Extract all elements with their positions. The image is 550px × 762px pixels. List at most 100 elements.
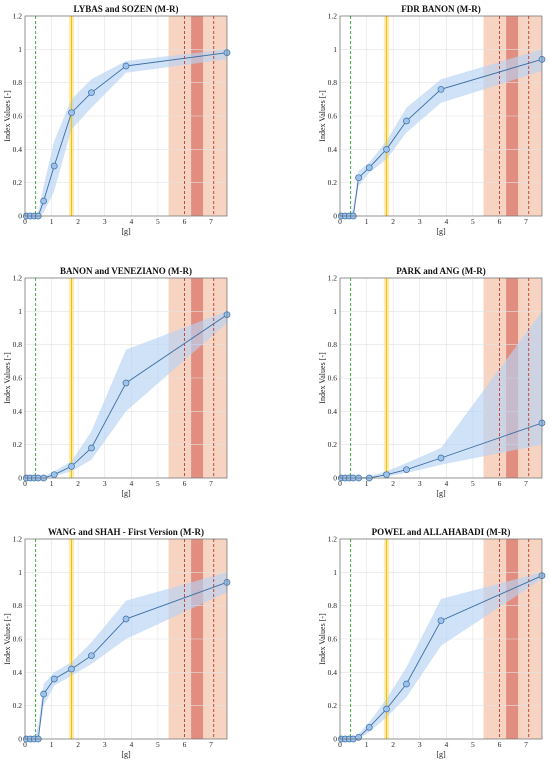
data-point	[383, 705, 390, 713]
y-axis-label: Index Values [-]	[318, 613, 327, 665]
data-point	[403, 466, 410, 474]
x-tick-label: 0	[23, 740, 27, 749]
x-tick-label: 7	[524, 217, 528, 226]
y-tick-label: 0	[18, 735, 22, 744]
x-tick-label: 1	[365, 479, 369, 488]
y-tick-label: 1	[333, 307, 337, 316]
x-axis-label: [g]	[121, 489, 131, 498]
x-tick-label: 4	[129, 479, 133, 488]
data-point	[383, 471, 390, 479]
y-tick-label: 0.8	[13, 78, 23, 87]
y-tick-label: 0.2	[328, 701, 338, 710]
data-point	[68, 665, 75, 673]
y-tick-label: 1	[18, 568, 22, 577]
x-tick-label: 7	[209, 479, 213, 488]
x-tick-label: 6	[498, 479, 502, 488]
confidence-band	[341, 49, 542, 216]
data-point	[122, 379, 130, 387]
y-tick-label: 1.2	[328, 12, 338, 21]
x-tick-label: 7	[524, 479, 528, 488]
data-point	[40, 197, 47, 205]
data-point	[383, 145, 390, 153]
x-tick-label: 3	[418, 740, 422, 749]
chart-title: FDR BANON (M-R)	[401, 4, 480, 14]
y-tick-label: 0.6	[13, 635, 23, 644]
data-point	[50, 162, 58, 170]
x-tick-label: 6	[183, 740, 187, 749]
x-tick-label: 5	[471, 479, 475, 488]
y-tick-label: 0.4	[328, 145, 338, 154]
x-axis-label: [g]	[436, 227, 446, 236]
x-tick-label: 2	[391, 740, 395, 749]
x-tick-label: 7	[524, 740, 528, 749]
x-tick-label: 1	[50, 479, 54, 488]
x-tick-label: 2	[76, 217, 80, 226]
y-tick-label: 0.2	[13, 178, 23, 187]
y-axis-label: Index Values [-]	[318, 352, 327, 404]
x-tick-label: 0	[23, 217, 27, 226]
y-tick-label: 0.4	[328, 668, 338, 677]
y-tick-label: 0.8	[328, 601, 338, 610]
confidence-band	[341, 311, 542, 478]
confidence-band	[341, 572, 542, 739]
confidence-band	[26, 572, 227, 739]
data-point	[403, 680, 410, 688]
chart-title: POWEL and ALLAHABADI (M-R)	[372, 527, 511, 537]
chart-title: PARK and ANG (M-R)	[396, 266, 486, 276]
x-tick-label: 7	[209, 217, 213, 226]
y-tick-label: 0.2	[13, 440, 23, 449]
data-point	[68, 109, 75, 117]
y-tick-label: 0.6	[328, 374, 338, 383]
x-tick-label: 5	[471, 217, 475, 226]
y-tick-label: 0	[18, 212, 22, 221]
y-axis-label: Index Values [-]	[318, 90, 327, 142]
x-tick-label: 4	[129, 740, 133, 749]
data-point	[88, 652, 95, 660]
y-tick-label: 0.6	[13, 112, 23, 121]
y-tick-label: 1	[18, 307, 22, 316]
x-tick-label: 3	[103, 217, 107, 226]
x-tick-label: 3	[103, 479, 107, 488]
chart-panel-3: 0 1 2 3 4 5 6 7 0 0.2 0.4 0.6 0.8 1 1.2 BANON and VENEZ…	[3, 266, 231, 498]
x-tick-label: 3	[418, 479, 422, 488]
x-tick-label: 0	[338, 479, 342, 488]
x-tick-label: 7	[209, 740, 213, 749]
y-tick-label: 0	[333, 212, 337, 221]
y-tick-label: 0.6	[328, 112, 338, 121]
x-tick-label: 4	[444, 740, 448, 749]
x-axis-label: [g]	[121, 227, 131, 236]
x-tick-label: 5	[156, 740, 160, 749]
chart-title: BANON and VENEZIANO (M-R)	[60, 266, 192, 276]
x-tick-label: 1	[365, 217, 369, 226]
y-tick-label: 1.2	[13, 274, 23, 283]
data-point	[355, 174, 362, 182]
x-tick-label: 6	[183, 217, 187, 226]
x-tick-label: 6	[183, 479, 187, 488]
x-tick-label: 2	[76, 479, 80, 488]
y-tick-label: 0	[18, 474, 22, 483]
x-tick-label: 4	[444, 217, 448, 226]
y-axis-label: Index Values [-]	[3, 90, 12, 142]
y-tick-label: 0.8	[328, 340, 338, 349]
x-tick-label: 4	[129, 217, 133, 226]
y-tick-label: 0.8	[13, 601, 23, 610]
data-point	[365, 164, 373, 172]
x-tick-label: 5	[471, 740, 475, 749]
y-tick-label: 0.2	[328, 178, 338, 187]
x-tick-label: 2	[391, 479, 395, 488]
data-point	[50, 471, 58, 479]
confidence-band	[26, 311, 227, 478]
x-tick-label: 5	[156, 217, 160, 226]
axes-frame	[339, 277, 543, 479]
data-point	[355, 733, 362, 741]
data-point	[88, 89, 95, 97]
data-point	[403, 117, 410, 125]
x-axis-label: [g]	[436, 489, 446, 498]
data-point	[50, 675, 58, 683]
data-point	[122, 615, 130, 623]
y-tick-label: 0.4	[13, 407, 23, 416]
x-tick-label: 0	[338, 217, 342, 226]
y-tick-label: 1.2	[328, 535, 338, 544]
x-tick-label: 1	[365, 740, 369, 749]
